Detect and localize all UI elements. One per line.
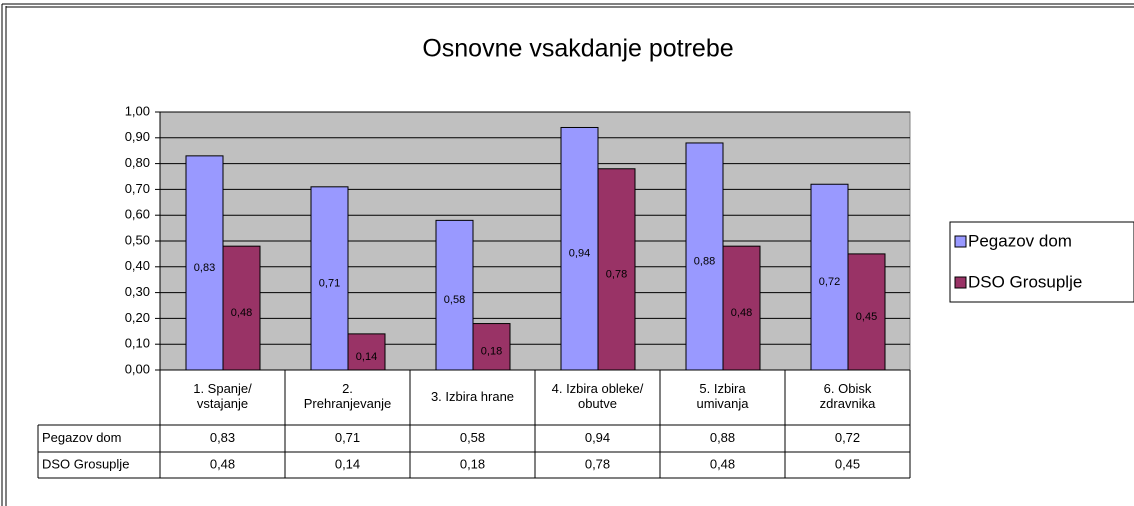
bar	[472, 323, 511, 371]
bar	[685, 142, 724, 371]
table-cell: 0,18	[460, 456, 485, 471]
data-label: 0,72	[819, 276, 840, 288]
bar	[847, 253, 886, 371]
bar	[222, 245, 261, 371]
bar	[810, 183, 849, 371]
table-cell: 0,48	[210, 456, 235, 471]
table-row-label: DSO Grosuplje	[42, 456, 129, 471]
table-cell: 0,58	[460, 430, 485, 445]
y-tick-label: 0,10	[125, 336, 150, 351]
category-label: 3. Izbira hrane	[431, 389, 514, 404]
legend-swatch	[954, 276, 967, 289]
legend-swatch	[954, 235, 967, 248]
bar	[310, 186, 349, 371]
legend	[949, 221, 1134, 303]
data-label: 0,94	[569, 248, 590, 260]
data-label: 0,58	[444, 294, 465, 306]
table-cell: 0,83	[210, 430, 235, 445]
table-cell: 0,88	[710, 430, 735, 445]
table-cell: 0,45	[835, 456, 860, 471]
category-label: 6. Obisk zdravnika	[820, 381, 876, 411]
data-label: 0,48	[731, 307, 752, 319]
data-label: 0,88	[694, 255, 715, 267]
bar	[435, 219, 474, 371]
table-row-label: Pegazov dom	[42, 430, 122, 445]
table-cell: 0,48	[710, 456, 735, 471]
legend-label: Pegazov dom	[968, 231, 1072, 250]
category-label: 5. Izbira umivanja	[696, 381, 749, 411]
bar	[597, 168, 636, 371]
table-cell: 0,94	[585, 430, 610, 445]
data-label: 0,48	[231, 307, 252, 319]
data-label: 0,45	[856, 311, 877, 323]
data-label: 0,78	[606, 268, 627, 280]
table-cell: 0,14	[335, 456, 360, 471]
data-label: 0,83	[194, 262, 215, 274]
data-label: 0,14	[356, 351, 377, 363]
category-label: 2. Prehranjevanje	[304, 381, 391, 411]
data-label: 0,71	[319, 277, 340, 289]
bar	[722, 245, 761, 371]
table-cell: 0,72	[835, 430, 860, 445]
bar	[185, 155, 224, 371]
y-tick-label: 0,20	[125, 310, 150, 325]
table-cell: 0,78	[585, 456, 610, 471]
legend-label: DSO Grosuplje	[968, 272, 1082, 291]
bar	[347, 333, 386, 371]
y-tick-label: 0,80	[125, 155, 150, 170]
y-tick-label: 0,60	[125, 207, 150, 222]
y-tick-label: 0,90	[125, 129, 150, 144]
table-cell: 0,71	[335, 430, 360, 445]
y-tick-label: 0,00	[125, 361, 150, 376]
chart-title: Osnovne vsakdanje potrebe	[422, 35, 733, 63]
y-tick-label: 0,50	[125, 232, 150, 247]
y-tick-label: 1,00	[125, 103, 150, 118]
category-label: 1. Spanje/vstajanje	[193, 381, 252, 411]
y-tick-label: 0,30	[125, 284, 150, 299]
data-label: 0,18	[481, 346, 502, 358]
y-tick-label: 0,70	[125, 181, 150, 196]
bar	[560, 126, 599, 371]
y-tick-label: 0,40	[125, 258, 150, 273]
category-label: 4. Izbira obleke/obutve	[552, 381, 644, 411]
